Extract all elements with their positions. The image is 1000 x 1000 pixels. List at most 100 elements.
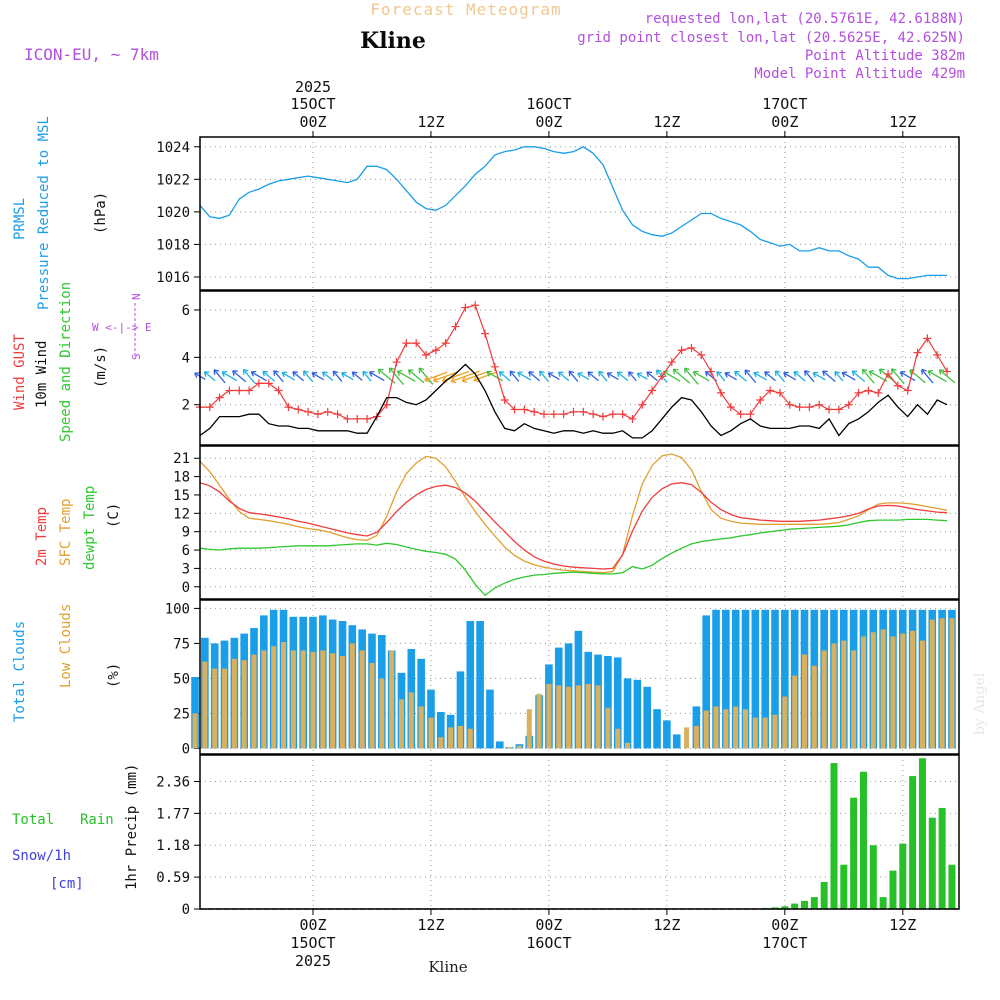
precipitation-ytick-label: 0 [182,902,190,918]
pressure-panel: 1016 1018 1020 1022 1024 [156,136,960,291]
rain-bar [850,797,858,909]
wind-arrow-head [262,371,265,377]
wind-direction-arrow [528,371,540,382]
wind-direction-arrow [568,370,579,382]
low-cloud-bar [261,650,267,749]
wind-arrow-head [636,373,641,379]
wind-arrow-head [868,370,873,376]
wind-arrow-shaft [663,370,681,382]
wind-arrow-head [793,371,796,377]
low-cloud-bar [900,633,906,749]
low-cloud-bar [536,693,542,749]
gust-marker [245,386,254,395]
wind-arrow-shaft [408,369,425,384]
wind-arrow-head [587,371,590,377]
bottom-time-label: 17OCT [762,934,807,952]
wind-arrow-shaft [804,370,815,383]
wind-arrow-head [606,372,611,378]
gust-marker [441,339,450,348]
total-cloud-bar [761,609,769,749]
gust-marker [569,407,578,416]
clouds-ytick-label: 75 [173,636,190,652]
wind-arrow-shaft [636,372,648,380]
low-cloud-bar [457,726,463,749]
low-cloud-bar [566,686,572,749]
wind-arrow-shaft [617,371,629,382]
wind-arrow-shaft [311,372,325,381]
wind-arrow-head [194,372,198,379]
wind-arrow-shaft [672,368,691,384]
low-cloud-bar [379,678,385,749]
wind-direction-arrow [628,371,637,382]
wind-arrow-head [834,370,840,374]
low-cloud-bar [467,728,473,749]
wind-direction-arrow [764,371,776,382]
low-cloud-bar [231,658,237,749]
wind-direction-arrow [744,369,757,383]
gust-marker [500,395,509,404]
wind-arrow-shaft [927,370,947,383]
wind-direction-arrow [851,370,866,383]
low-cloud-bar [349,643,355,749]
gust-marker [697,350,706,359]
wind-ytick-label: 6 [182,303,190,319]
clouds-label-total: Total Clouds [12,621,28,722]
wind-direction-arrow [539,370,549,382]
wind-arrow-shaft [242,369,256,384]
temperature-ytick-label: 21 [173,451,190,467]
total-cloud-bar [191,677,199,749]
low-cloud-bar [192,713,198,749]
total-cloud-bar [456,671,465,749]
wind-arrow-head [734,371,737,377]
wind-direction-arrow [273,370,284,383]
wind-direction-arrow [672,368,691,384]
gust-marker [736,410,745,419]
gust-marker [333,410,342,419]
wind-arrow-head [528,371,531,377]
bottom-time-label: 16OCT [526,934,571,952]
wind-arrow-shaft [424,371,448,381]
wind-direction-arrow [262,370,276,382]
wind-arrow-head [362,370,368,374]
wind-direction-arrow [418,367,434,385]
low-cloud-bar [438,737,444,749]
low-cloud-bar [408,692,414,749]
wind-direction-arrow [734,370,747,382]
precip-label-unit: 1hr Precip (mm) [124,764,140,890]
rain-bar [810,897,818,909]
precipitation-ytick-label: 1.77 [156,806,190,822]
total-cloud-bar [613,657,622,749]
wind-arrow-head [716,370,723,374]
total-cloud-bar [653,709,661,749]
wind-arrow-head [616,371,620,377]
wind-arrow-shaft [292,371,305,382]
precipitation-ytick-label: 1.18 [156,838,190,854]
wind-arrow-head [909,369,912,375]
gust-marker [913,348,922,357]
gust-marker [490,362,499,371]
gust-marker [854,388,863,397]
clouds-ytick-label: 50 [173,671,190,687]
wind-arrow-head [547,372,552,378]
low-cloud-bar [919,640,925,749]
rain-bar [791,903,799,909]
low-cloud-bar [290,650,296,749]
wind-arrow-head [628,371,634,374]
gust-marker [775,388,784,397]
wind-arrow-shaft [851,370,866,383]
wind-direction-arrow [557,371,570,382]
wind-direction-arrow [517,371,532,381]
low-cloud-bar [418,706,424,749]
gust-marker [884,369,893,378]
wind-arrow-shaft [517,371,532,381]
wind-arrow-head [213,369,220,372]
wind-arrow-shaft [862,368,875,384]
gust-marker [825,405,834,414]
low-cloud-bar [398,699,404,749]
wind-direction-arrow [407,369,425,384]
low-cloud-bar [772,714,778,749]
wind-arrow-shaft [221,371,238,382]
precipitation-frame [199,754,960,910]
low-cloud-bar [310,651,316,749]
wind-arrow-shaft [841,371,856,381]
